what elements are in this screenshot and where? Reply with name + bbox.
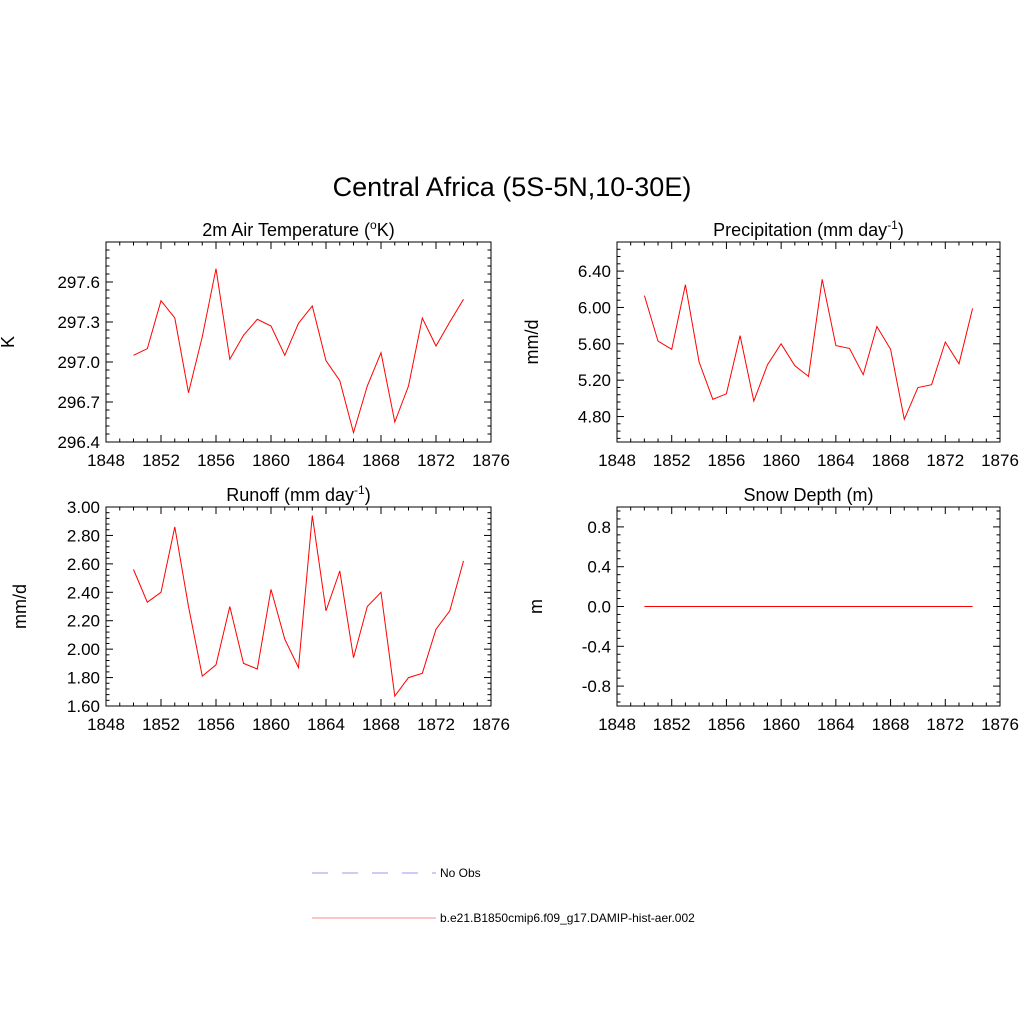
x-tick-label: 1856	[708, 451, 746, 470]
y-tick-label: 6.40	[578, 262, 611, 281]
y-tick-label: 2.60	[67, 555, 100, 574]
series-line	[133, 268, 464, 435]
x-tick-label: 1860	[252, 451, 290, 470]
x-tick-label: 1848	[598, 715, 636, 734]
x-tick-label: 1856	[197, 715, 235, 734]
plot-frame	[105, 241, 492, 443]
x-tick-label: 1848	[87, 715, 125, 734]
x-tick-label: 1860	[252, 715, 290, 734]
y-tick-label: 5.60	[578, 335, 611, 354]
y-tick-label: 296.4	[57, 433, 100, 452]
legend: No Obs b.e21.B1850cmip6.f09_g17.DAMIP-hi…	[312, 866, 695, 925]
y-tick-label: 297.3	[57, 313, 100, 332]
x-tick-label: 1876	[981, 451, 1019, 470]
x-tick-label: 1864	[307, 451, 345, 470]
x-tick-label: 1864	[817, 451, 855, 470]
y-tick-label: 297.6	[57, 273, 100, 292]
y-tick-label: 1.60	[67, 697, 100, 716]
x-tick-label: 1876	[981, 715, 1019, 734]
legend-label-no-obs: No Obs	[440, 866, 481, 880]
x-tick-label: 1872	[417, 715, 455, 734]
x-tick-label: 1868	[362, 715, 400, 734]
x-tick-label: 1852	[142, 715, 180, 734]
plot-frame	[616, 241, 1001, 443]
panel-air-temperature: 1848 1852 1856 1860 1864 1868 1872 1876 296.4 296…	[0, 218, 510, 470]
y-tick-label: -0.4	[582, 637, 611, 656]
panel-title: Runoff (mm day-1)	[226, 483, 370, 505]
panel-title: 2m Air Temperature (oK)	[202, 218, 394, 240]
y-tick-label: 5.20	[578, 371, 611, 390]
y-tick-label: -0.8	[582, 677, 611, 696]
x-tick-label: 1876	[472, 715, 510, 734]
x-tick-label: 1848	[598, 451, 636, 470]
x-tick-label: 1872	[926, 715, 964, 734]
panel-title: Snow Depth (m)	[743, 485, 873, 505]
x-tick-label: 1868	[872, 451, 910, 470]
panel-title: Precipitation (mm day-1)	[713, 218, 904, 240]
y-tick-label: 0.4	[587, 558, 611, 577]
y-axis-label: m	[526, 599, 546, 614]
x-tick-label: 1852	[142, 451, 180, 470]
x-tick-label: 1856	[197, 451, 235, 470]
y-tick-label: 2.00	[67, 640, 100, 659]
y-tick-label: 0.0	[587, 598, 611, 617]
x-tick-label: 1856	[708, 715, 746, 734]
y-axis-label: K	[0, 336, 18, 348]
legend-label-model: b.e21.B1850cmip6.f09_g17.DAMIP-hist-aer.…	[440, 911, 695, 925]
y-tick-label: 2.20	[67, 612, 100, 631]
y-tick-label: 6.00	[578, 298, 611, 317]
panel-snow-depth: 1848 1852 1856 1860 1864 1868 1872 1876 -0.8 -0.4…	[526, 485, 1019, 734]
y-tick-label: 3.00	[67, 498, 100, 517]
panel-precipitation: 1848 1852 1856 1860 1864 1868 1872 1876 4.80 5.20…	[522, 218, 1019, 470]
y-tick-label: 2.80	[67, 526, 100, 545]
x-tick-label: 1868	[872, 715, 910, 734]
x-tick-label: 1852	[653, 451, 691, 470]
series-line	[643, 279, 974, 421]
y-tick-label: 1.80	[67, 669, 100, 688]
x-tick-label: 1872	[926, 451, 964, 470]
x-tick-label: 1868	[362, 451, 400, 470]
y-axis-label: mm/d	[522, 320, 542, 365]
x-tick-label: 1860	[762, 715, 800, 734]
series-line	[133, 515, 464, 698]
y-tick-label: 296.7	[57, 393, 100, 412]
y-tick-label: 2.40	[67, 583, 100, 602]
x-tick-label: 1852	[653, 715, 691, 734]
x-tick-label: 1864	[817, 715, 855, 734]
panel-runoff: 1848 1852 1856 1860 1864 1868 1872 1876 1.60 1.80…	[10, 483, 510, 734]
x-tick-label: 1860	[762, 451, 800, 470]
y-tick-label: 297.0	[57, 353, 100, 372]
x-tick-label: 1872	[417, 451, 455, 470]
figure-title: Central Africa (5S-5N,10-30E)	[333, 172, 692, 202]
y-tick-label: 4.80	[578, 408, 611, 427]
plot-frame	[105, 506, 492, 707]
x-tick-label: 1864	[307, 715, 345, 734]
y-axis-label: mm/d	[10, 584, 30, 629]
y-tick-label: 0.8	[587, 518, 611, 537]
x-tick-label: 1876	[472, 451, 510, 470]
x-tick-label: 1848	[87, 451, 125, 470]
